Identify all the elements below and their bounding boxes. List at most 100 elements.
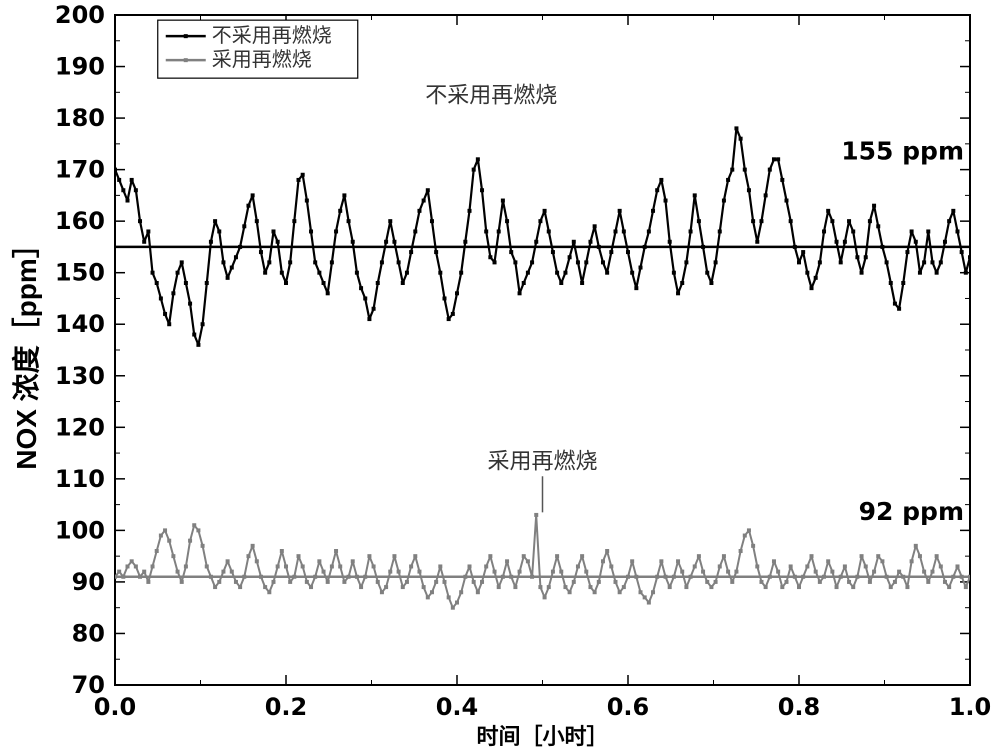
series-marker xyxy=(230,266,234,270)
series-marker xyxy=(526,271,530,275)
series-marker xyxy=(426,188,430,192)
series-marker xyxy=(309,585,313,589)
series-marker xyxy=(342,193,346,197)
series-marker xyxy=(188,302,192,306)
series-marker xyxy=(309,229,313,233)
series-marker xyxy=(730,168,734,172)
series-marker xyxy=(772,559,776,563)
series-marker xyxy=(810,554,814,558)
series-marker xyxy=(901,281,905,285)
series-marker xyxy=(605,271,609,275)
series-marker xyxy=(768,575,772,579)
y-tick-label: 160 xyxy=(55,207,105,235)
series-marker xyxy=(447,595,451,599)
series-marker xyxy=(876,224,880,228)
ppm-label: 92 ppm xyxy=(859,497,964,526)
y-tick-label: 80 xyxy=(72,619,105,647)
series-marker xyxy=(334,229,338,233)
series-marker xyxy=(468,209,472,213)
series-marker xyxy=(643,245,647,249)
x-tick-label: 0.4 xyxy=(436,693,479,721)
series-marker xyxy=(643,595,647,599)
series-marker xyxy=(739,549,743,553)
series-marker xyxy=(509,250,513,254)
series-marker xyxy=(322,281,326,285)
series-marker xyxy=(159,534,163,538)
series-marker xyxy=(872,570,876,574)
series-marker xyxy=(597,580,601,584)
series-marker xyxy=(347,575,351,579)
series-marker xyxy=(505,559,509,563)
series-marker xyxy=(684,260,688,264)
series-marker xyxy=(330,260,334,264)
series-marker xyxy=(860,271,864,275)
series-marker xyxy=(455,291,459,295)
series-marker xyxy=(234,255,238,259)
series-marker xyxy=(376,580,380,584)
y-tick-label: 130 xyxy=(55,362,105,390)
legend-label: 不采用再燃烧 xyxy=(212,24,332,47)
series-marker xyxy=(705,271,709,275)
series-marker xyxy=(630,559,634,563)
series-marker xyxy=(142,570,146,574)
series-marker xyxy=(255,219,259,223)
series-marker xyxy=(630,271,634,275)
series-marker xyxy=(814,570,818,574)
series-marker xyxy=(513,585,517,589)
series-marker xyxy=(392,240,396,244)
series-marker xyxy=(301,564,305,568)
y-tick-label: 180 xyxy=(55,104,105,132)
series-marker xyxy=(501,199,505,203)
series-marker xyxy=(463,575,467,579)
series-marker xyxy=(180,580,184,584)
series-marker xyxy=(280,549,284,553)
series-marker xyxy=(572,240,576,244)
series-marker xyxy=(764,585,768,589)
series-marker xyxy=(234,580,238,584)
series-marker xyxy=(146,580,150,584)
series-annotation: 不采用再燃烧 xyxy=(425,83,557,108)
series-marker xyxy=(246,554,250,558)
series-marker xyxy=(659,559,663,563)
series-marker xyxy=(413,554,417,558)
series-marker xyxy=(196,343,200,347)
series-marker xyxy=(580,281,584,285)
series-marker xyxy=(501,575,505,579)
series-marker xyxy=(668,585,672,589)
series-marker xyxy=(622,585,626,589)
series-marker xyxy=(484,564,488,568)
series-marker xyxy=(384,240,388,244)
series-marker xyxy=(588,585,592,589)
series-marker xyxy=(893,302,897,306)
series-marker xyxy=(497,585,501,589)
series-marker xyxy=(117,178,121,182)
series-marker xyxy=(226,559,230,563)
series-marker xyxy=(280,271,284,275)
series-marker xyxy=(155,549,159,553)
series-marker xyxy=(230,570,234,574)
series-marker xyxy=(939,564,943,568)
series-marker xyxy=(192,523,196,527)
series-marker xyxy=(171,291,175,295)
legend-marker xyxy=(184,58,188,62)
series-marker xyxy=(759,580,763,584)
series-marker xyxy=(447,317,451,321)
series-marker xyxy=(805,564,809,568)
series-marker xyxy=(847,219,851,223)
series-marker xyxy=(317,559,321,563)
series-marker xyxy=(497,229,501,233)
series-marker xyxy=(551,250,555,254)
series-marker xyxy=(180,260,184,264)
series-marker xyxy=(317,271,321,275)
series-marker xyxy=(297,178,301,182)
series-marker xyxy=(417,570,421,574)
series-marker xyxy=(434,580,438,584)
series-marker xyxy=(138,575,142,579)
x-tick-label: 0.8 xyxy=(778,693,821,721)
series-marker xyxy=(159,296,163,300)
y-tick-label: 200 xyxy=(55,1,105,29)
series-marker xyxy=(167,539,171,543)
series-marker xyxy=(409,564,413,568)
series-marker xyxy=(755,564,759,568)
series-marker xyxy=(176,271,180,275)
